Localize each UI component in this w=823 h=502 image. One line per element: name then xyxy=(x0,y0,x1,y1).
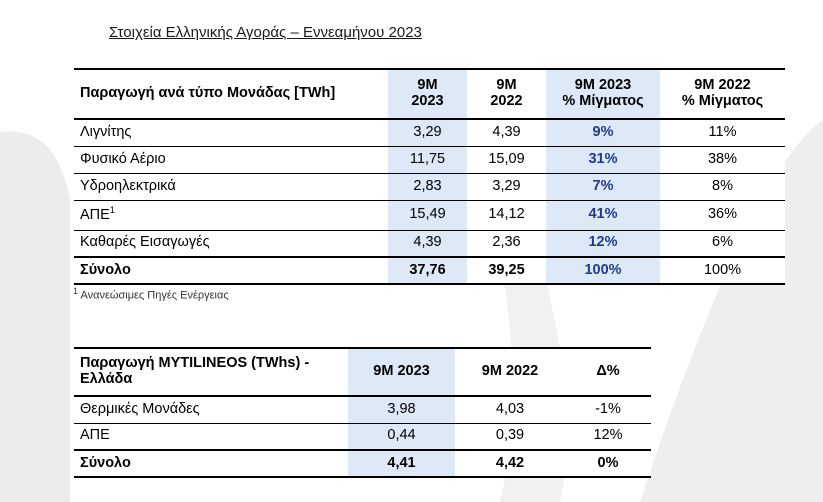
row-label: Θερμικές Μονάδες xyxy=(74,396,348,424)
table-row: Καθαρές Εισαγωγές 4,39 2,36 12% 6% xyxy=(74,230,785,257)
cell-mix-2022: 38% xyxy=(660,146,785,174)
table-row: Λιγνίτης 3,29 4,39 9% 11% xyxy=(74,119,785,147)
total-mix-2023: 100% xyxy=(546,256,660,285)
cell-mix-2023: 12% xyxy=(546,230,660,257)
row-label: Υδροηλεκτρικά xyxy=(74,173,388,201)
header-col-delta: Δ% xyxy=(565,347,651,397)
cell-mix-2023: 41% xyxy=(546,200,660,231)
cell-mix-2023: 7% xyxy=(546,173,660,201)
table-row: Υδροηλεκτρικά 2,83 3,29 7% 8% xyxy=(74,173,785,201)
footnote-text: Ανανεώσιμες Πηγές Ενέργειας xyxy=(80,289,229,302)
cell-9m-2022: 15,09 xyxy=(467,146,546,174)
row-label: ΑΠΕ1 xyxy=(74,200,388,231)
cell-9m-2023: 11,75 xyxy=(388,146,467,174)
cell-9m-2022: 4,03 xyxy=(455,396,565,424)
header-label: Παραγωγή MYTILINEOS (TWhs) - Ελλάδα xyxy=(74,347,348,397)
cell-delta: -1% xyxy=(565,396,651,424)
cell-9m-2022: 14,12 xyxy=(467,200,546,231)
header-col-9m-2023: 9M 2023 xyxy=(348,347,455,397)
footnote-marker: 1 xyxy=(109,205,115,216)
cell-mix-2022: 8% xyxy=(660,173,785,201)
section-title: Στοιχεία Ελληνικής Αγοράς – Εννεαμήνου 2… xyxy=(109,24,422,41)
header-col-9m-2023: 9M 2023 xyxy=(388,68,467,120)
cell-mix-2022: 6% xyxy=(712,234,733,251)
header-label: Παραγωγή ανά τύπο Μονάδας [TWh] xyxy=(74,68,388,120)
table-row: Φυσικό Αέριο 11,75 15,09 31% 38% xyxy=(74,146,785,174)
table-header-row: Παραγωγή MYTILINEOS (TWhs) - Ελλάδα 9M 20… xyxy=(74,347,651,397)
cell-9m-2022: 2,36 xyxy=(492,234,521,251)
header-col-9m-2022: 9M 2022 xyxy=(455,347,565,397)
row-label: Καθαρές Εισαγωγές xyxy=(80,234,210,251)
total-9m-2023: 4,41 xyxy=(348,449,455,478)
row-label: ΑΠΕ xyxy=(80,427,110,444)
cell-9m-2022: 4,39 xyxy=(467,119,546,147)
row-label: Φυσικό Αέριο xyxy=(74,146,388,174)
total-label: Σύνολο xyxy=(74,256,388,285)
cell-9m-2022: 3,29 xyxy=(467,173,546,201)
table-row: Θερμικές Μονάδες 3,98 4,03 -1% xyxy=(74,396,651,424)
cell-mix-2022: 36% xyxy=(660,200,785,231)
cell-9m-2023: 2,83 xyxy=(388,173,467,201)
cell-9m-2023: 15,49 xyxy=(388,200,467,231)
cell-delta: 12% xyxy=(593,427,623,444)
market-production-table: Παραγωγή ανά τύπο Μονάδας [TWh] 9M 2023 9… xyxy=(74,68,785,285)
footnote-marker: 1 xyxy=(73,286,79,296)
header-col-mix-2022: 9M 2022% Μίγματος xyxy=(660,68,785,120)
header-col-9m-2022: 9M 2022 xyxy=(467,68,546,120)
mytilineos-production-table: Παραγωγή MYTILINEOS (TWhs) - Ελλάδα 9M 20… xyxy=(74,347,651,478)
total-mix-2022: 100% xyxy=(660,256,785,285)
cell-9m-2023: 3,98 xyxy=(348,396,455,424)
header-col-mix-2023: 9M 2023% Μίγματος xyxy=(546,68,660,120)
cell-9m-2022: 0,39 xyxy=(495,427,525,444)
total-9m-2022: 39,25 xyxy=(467,256,546,285)
row-label: Λιγνίτης xyxy=(74,119,388,147)
total-9m-2023: 37,76 xyxy=(388,256,467,285)
total-row: Σύνολο 37,76 39,25 100% 100% xyxy=(74,256,785,285)
cell-mix-2022: 11% xyxy=(660,119,785,147)
table-row: ΑΠΕ1 15,49 14,12 41% 36% xyxy=(74,200,785,231)
cell-9m-2023: 0,44 xyxy=(348,423,455,450)
footnote: 1 Ανανεώσιμες Πηγές Ενέργειας xyxy=(73,286,229,302)
cell-mix-2023: 31% xyxy=(546,146,660,174)
table-row: ΑΠΕ 0,44 0,39 12% xyxy=(74,423,651,450)
cell-mix-2023: 9% xyxy=(546,119,660,147)
table-header-row: Παραγωγή ανά τύπο Μονάδας [TWh] 9M 2023 9… xyxy=(74,68,785,120)
total-9m-2022: 4,42 xyxy=(455,449,565,478)
cell-9m-2023: 4,39 xyxy=(388,230,467,257)
total-delta: 0% xyxy=(565,449,651,478)
cell-9m-2023: 3,29 xyxy=(388,119,467,147)
total-row: Σύνολο 4,41 4,42 0% xyxy=(74,449,651,478)
total-label: Σύνολο xyxy=(74,449,348,478)
